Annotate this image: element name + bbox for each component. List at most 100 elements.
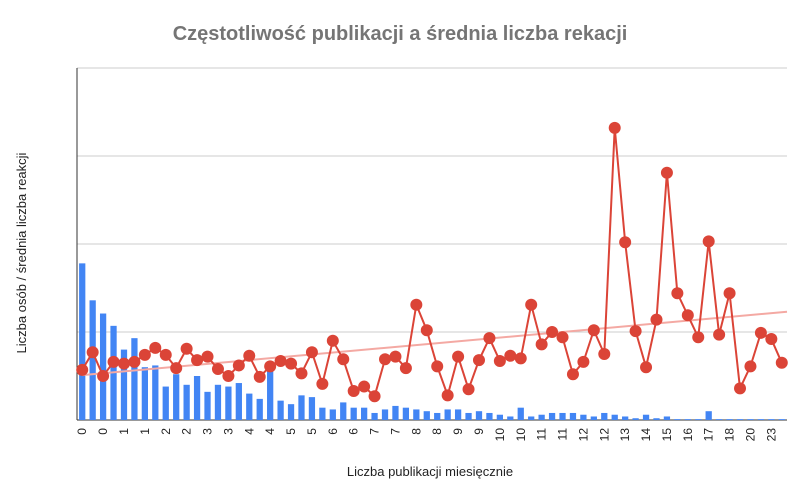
chart-title: Częstotliwość publikacji a średnia liczb… bbox=[173, 23, 628, 45]
point bbox=[358, 380, 371, 393]
x-tick-label: 0 bbox=[75, 428, 89, 435]
point bbox=[504, 349, 517, 362]
point bbox=[316, 377, 329, 390]
bar bbox=[757, 419, 765, 420]
bar bbox=[381, 409, 389, 420]
point bbox=[410, 298, 423, 311]
bar bbox=[736, 419, 744, 420]
x-tick-label: 3 bbox=[221, 428, 235, 435]
point bbox=[671, 287, 684, 300]
point bbox=[660, 166, 673, 179]
point bbox=[650, 313, 663, 326]
point bbox=[211, 362, 224, 375]
point bbox=[514, 352, 527, 365]
bar bbox=[298, 395, 305, 420]
point bbox=[201, 350, 214, 363]
point bbox=[170, 362, 183, 375]
bar bbox=[246, 393, 253, 420]
bar bbox=[423, 411, 430, 420]
point bbox=[97, 370, 110, 382]
x-tick-label: 1 bbox=[117, 428, 131, 435]
bar bbox=[517, 407, 524, 420]
x-tick-label: 17 bbox=[702, 428, 716, 442]
bar bbox=[183, 384, 190, 420]
x-tick-label: 9 bbox=[472, 428, 486, 435]
point bbox=[452, 350, 465, 363]
x-tick-label: 11 bbox=[535, 428, 549, 441]
point bbox=[556, 331, 569, 344]
bar bbox=[548, 412, 556, 420]
x-tick-label: 14 bbox=[639, 428, 653, 442]
bar bbox=[350, 407, 357, 420]
bar bbox=[538, 414, 545, 420]
x-tick-label: 2 bbox=[180, 428, 194, 435]
point bbox=[420, 324, 433, 337]
point bbox=[462, 383, 475, 396]
bar bbox=[308, 397, 316, 420]
bar bbox=[705, 411, 712, 420]
point bbox=[765, 333, 778, 346]
bar bbox=[632, 418, 639, 420]
bar bbox=[496, 414, 503, 420]
bar bbox=[622, 416, 629, 420]
x-tick-label: 5 bbox=[305, 428, 319, 435]
y-axis-label: Liczba osób / średnia liczba reakcji bbox=[14, 152, 29, 353]
bar bbox=[287, 404, 295, 420]
bar bbox=[193, 376, 201, 420]
bar bbox=[674, 419, 681, 420]
point bbox=[399, 362, 412, 375]
point bbox=[149, 341, 162, 354]
point bbox=[775, 356, 788, 369]
bar bbox=[256, 398, 263, 420]
point bbox=[180, 342, 193, 355]
bar bbox=[235, 383, 242, 420]
x-tick-label: 18 bbox=[723, 428, 737, 442]
x-tick-label: 8 bbox=[409, 428, 423, 435]
x-tick-label: 8 bbox=[430, 428, 444, 435]
bar bbox=[778, 419, 785, 420]
x-tick-label: 4 bbox=[263, 428, 277, 435]
bar bbox=[340, 402, 347, 420]
x-tick-label: 7 bbox=[368, 428, 382, 435]
bar bbox=[528, 416, 535, 420]
bar bbox=[580, 414, 587, 420]
x-tick-label: 15 bbox=[660, 428, 674, 442]
x-tick-label: 7 bbox=[388, 428, 402, 435]
point bbox=[159, 348, 172, 361]
bar bbox=[392, 405, 399, 420]
point bbox=[243, 349, 256, 362]
x-tick-label: 12 bbox=[597, 428, 611, 442]
bar bbox=[559, 412, 566, 420]
bar bbox=[601, 412, 608, 420]
x-tick-label: 4 bbox=[242, 428, 256, 435]
point bbox=[76, 363, 89, 376]
x-axis-label: Liczba publikacji miesięcznie bbox=[347, 464, 513, 479]
x-tick-label: 2 bbox=[159, 428, 173, 435]
bar bbox=[99, 313, 107, 420]
point bbox=[483, 332, 496, 345]
point bbox=[723, 287, 736, 300]
x-tick-label: 10 bbox=[514, 428, 528, 442]
bar bbox=[653, 418, 660, 420]
point bbox=[117, 357, 130, 370]
bar bbox=[162, 386, 169, 420]
point bbox=[347, 384, 360, 397]
bar bbox=[454, 409, 462, 420]
bar bbox=[475, 411, 483, 420]
point bbox=[702, 235, 715, 248]
bar bbox=[204, 391, 211, 420]
x-tick-label: 12 bbox=[576, 428, 590, 442]
point bbox=[274, 355, 287, 368]
point bbox=[640, 361, 653, 374]
bar bbox=[152, 365, 159, 420]
bar bbox=[371, 412, 378, 420]
point bbox=[587, 324, 600, 337]
point bbox=[535, 338, 548, 351]
bar bbox=[507, 416, 514, 420]
point bbox=[734, 382, 747, 395]
point bbox=[566, 368, 579, 381]
point bbox=[629, 325, 642, 338]
bar bbox=[225, 386, 232, 420]
point bbox=[744, 360, 757, 373]
